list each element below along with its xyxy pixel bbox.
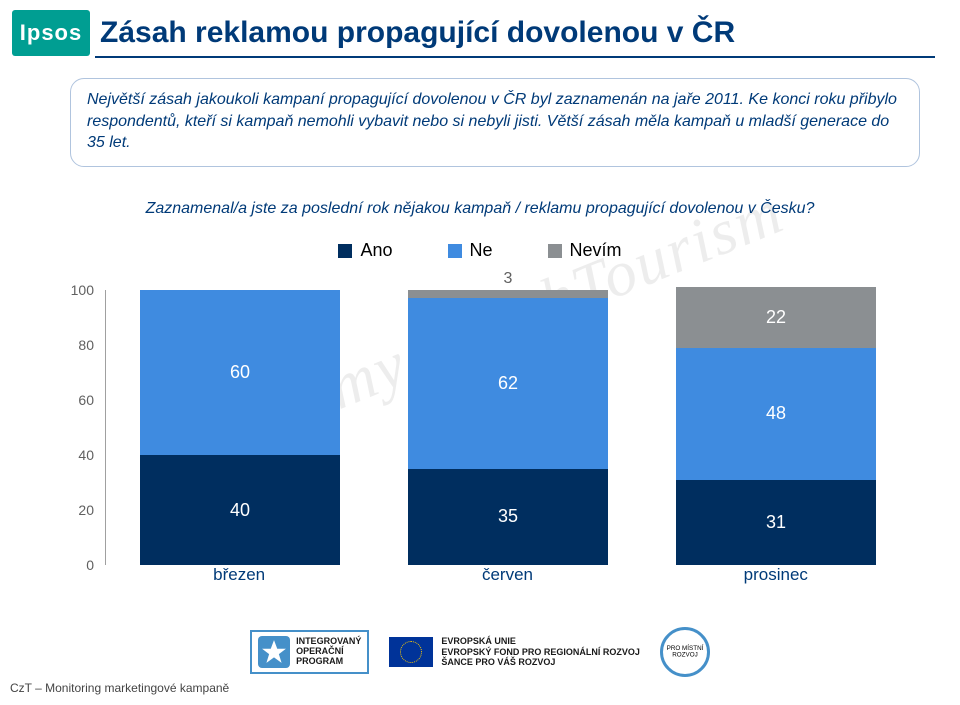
title-underline [95, 56, 935, 58]
legend-item: Ano [338, 240, 392, 261]
ipsos-logo: Ipsos [12, 10, 90, 56]
bar-value-label: 31 [766, 512, 786, 533]
page-title: Zásah reklamou propagující dovolenou v Č… [100, 16, 735, 50]
legend-item: Ne [448, 240, 493, 261]
y-tick-label: 100 [71, 282, 94, 298]
bar-segment: 48 [676, 348, 876, 480]
legend-swatch [448, 244, 462, 258]
bar-segment: 62 [408, 298, 608, 469]
y-tick-label: 60 [78, 392, 94, 408]
mmr-text: PRO MÍSTNÍ ROZVOJ [665, 646, 705, 659]
iop-logo: INTEGROVANÝ OPERAČNÍ PROGRAM [250, 630, 369, 674]
y-axis: 020406080100 [60, 290, 100, 565]
bar-segment: 35 [408, 469, 608, 565]
legend-label: Ne [470, 240, 493, 261]
y-tick-label: 80 [78, 337, 94, 353]
stacked-bar-chart: 020406080100 406035623314822 březenčerve… [60, 290, 920, 590]
legend-swatch [548, 244, 562, 258]
eu-line2: EVROPSKÝ FOND PRO REGIONÁLNÍ ROZVOJ [441, 647, 640, 658]
footer-text: CzT – Monitoring marketingové kampaně [10, 681, 229, 695]
bar-stack: 40 60 [140, 290, 340, 565]
bar-value-label: 48 [766, 403, 786, 424]
legend-label: Ano [360, 240, 392, 261]
bar-segment: 31 [676, 480, 876, 565]
bar-segment: 40 [140, 455, 340, 565]
bar-segment [408, 290, 608, 298]
bar-stack: 31 48 22 [676, 287, 876, 565]
bar-value-label: 40 [230, 500, 250, 521]
bar-value-label: 62 [498, 373, 518, 394]
bar-stack: 35623 [408, 290, 608, 565]
x-axis-label: prosinec [676, 565, 876, 585]
chart-legend: Ano Ne Nevím [0, 240, 960, 261]
legend-label: Nevím [570, 240, 622, 261]
bar-value-label: 35 [498, 506, 518, 527]
y-tick-label: 40 [78, 447, 94, 463]
footer-logos: INTEGROVANÝ OPERAČNÍ PROGRAM EVROPSKÁ UN… [0, 627, 960, 677]
bar-column: 35623 [408, 290, 608, 565]
plot-area: 406035623314822 [105, 290, 910, 565]
bar-column: 31 48 22 [676, 287, 876, 565]
legend-swatch [338, 244, 352, 258]
bar-segment: 22 [676, 287, 876, 348]
x-axis-label: březen [139, 565, 339, 585]
bar-value-label: 3 [408, 270, 608, 288]
bar-column: 40 60 [140, 290, 340, 565]
bar-value-label: 22 [766, 307, 786, 328]
legend-item: Nevím [548, 240, 622, 261]
survey-question: Zaznamenal/a jste za poslední rok nějako… [0, 200, 960, 218]
eu-line1: EVROPSKÁ UNIE [441, 636, 640, 647]
x-axis-labels: březen červen prosinec [105, 565, 910, 590]
iop-star-icon [258, 636, 290, 668]
eu-logo: EVROPSKÁ UNIE EVROPSKÝ FOND PRO REGIONÁL… [389, 636, 640, 668]
ipsos-logo-text: Ipsos [20, 20, 82, 46]
bar-segment: 60 [140, 290, 340, 455]
y-tick-label: 0 [86, 557, 94, 573]
x-axis-label: červen [407, 565, 607, 585]
description-box: Největší zásah jakoukoli kampaní propagu… [70, 78, 920, 167]
mmr-logo: PRO MÍSTNÍ ROZVOJ [660, 627, 710, 677]
eu-line3: ŠANCE PRO VÁŠ ROZVOJ [441, 657, 640, 668]
iop-line3: PROGRAM [296, 657, 361, 667]
eu-flag-icon [389, 637, 433, 667]
bar-value-label: 60 [230, 362, 250, 383]
y-tick-label: 20 [78, 502, 94, 518]
